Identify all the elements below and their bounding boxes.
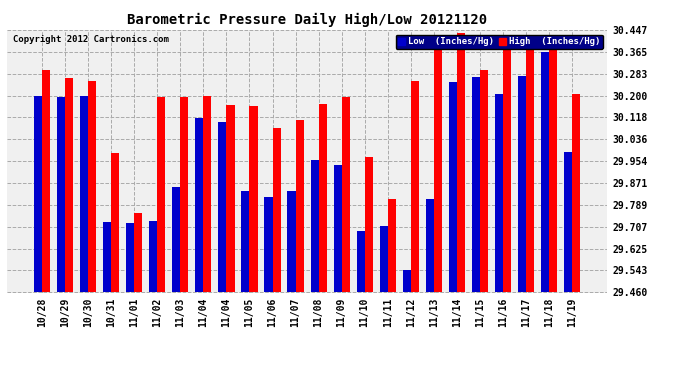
- Bar: [180, 97, 188, 292]
- Bar: [457, 33, 465, 292]
- Bar: [480, 70, 488, 292]
- Bar: [426, 200, 434, 292]
- Bar: [541, 52, 549, 292]
- Bar: [149, 221, 157, 292]
- Text: Copyright 2012 Cartronics.com: Copyright 2012 Cartronics.com: [13, 35, 169, 44]
- Bar: [264, 197, 273, 292]
- Bar: [195, 118, 204, 292]
- Bar: [495, 94, 503, 292]
- Bar: [434, 37, 442, 292]
- Bar: [333, 165, 342, 292]
- Title: Barometric Pressure Daily High/Low 20121120: Barometric Pressure Daily High/Low 20121…: [127, 13, 487, 27]
- Bar: [342, 97, 350, 292]
- Bar: [364, 157, 373, 292]
- Bar: [448, 82, 457, 292]
- Bar: [503, 36, 511, 292]
- Bar: [241, 191, 250, 292]
- Bar: [219, 122, 226, 292]
- Bar: [388, 200, 395, 292]
- Bar: [42, 70, 50, 292]
- Bar: [572, 94, 580, 292]
- Bar: [226, 105, 235, 292]
- Bar: [518, 76, 526, 292]
- Bar: [157, 97, 166, 292]
- Bar: [402, 270, 411, 292]
- Bar: [104, 222, 111, 292]
- Bar: [80, 96, 88, 292]
- Bar: [204, 96, 212, 292]
- Bar: [88, 81, 97, 292]
- Bar: [411, 81, 419, 292]
- Bar: [549, 49, 557, 292]
- Bar: [57, 97, 66, 292]
- Bar: [319, 104, 326, 292]
- Bar: [288, 191, 295, 292]
- Bar: [34, 96, 42, 292]
- Bar: [310, 159, 319, 292]
- Bar: [357, 231, 364, 292]
- Bar: [564, 152, 572, 292]
- Bar: [135, 213, 142, 292]
- Bar: [250, 106, 257, 292]
- Bar: [126, 224, 135, 292]
- Bar: [172, 188, 180, 292]
- Legend: Low  (Inches/Hg), High  (Inches/Hg): Low (Inches/Hg), High (Inches/Hg): [395, 34, 602, 49]
- Bar: [111, 153, 119, 292]
- Bar: [273, 128, 281, 292]
- Bar: [380, 226, 388, 292]
- Bar: [295, 120, 304, 292]
- Bar: [472, 77, 480, 292]
- Bar: [526, 34, 534, 292]
- Bar: [66, 78, 73, 292]
